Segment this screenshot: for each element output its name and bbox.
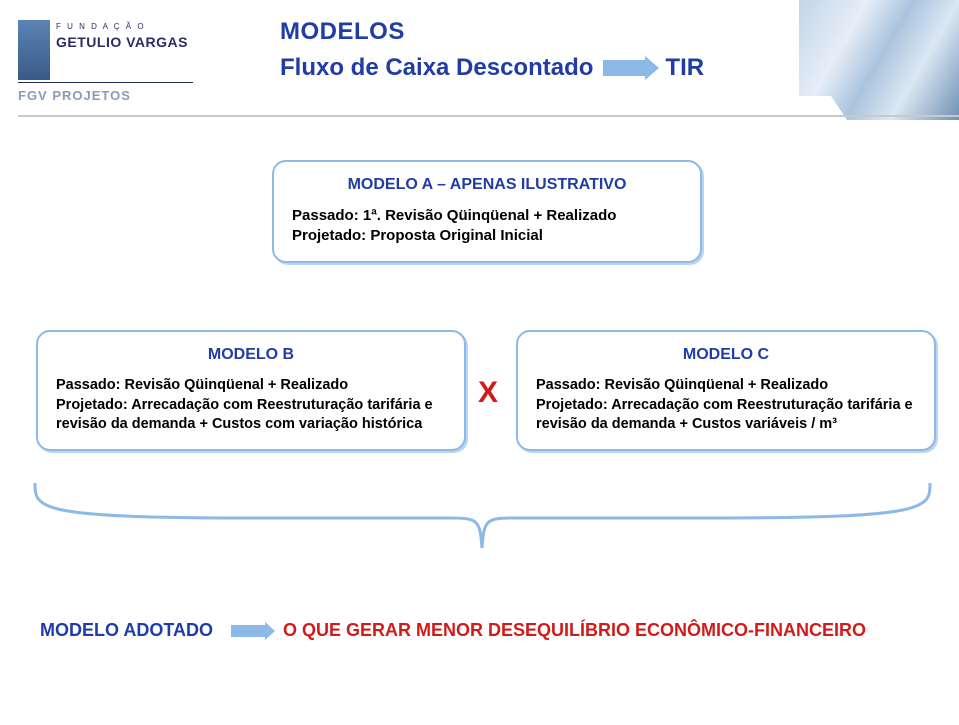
curly-brace-icon: [30, 478, 935, 558]
slide-title: MODELOS Fluxo de Caixa Descontado TIR: [280, 18, 704, 82]
title-line1: MODELOS: [280, 18, 704, 46]
card-b-title: MODELO B: [56, 346, 446, 364]
bottom-label: MODELO ADOTADO: [40, 620, 213, 641]
card-b-body: Passado: Revisão Qüinqüenal + RealizadoP…: [56, 376, 446, 435]
bottom-text: O QUE GERAR MENOR DESEQUILÍBRIO ECONÔMIC…: [283, 620, 866, 641]
logo-divider: [18, 82, 193, 83]
header-building-photo: [799, 0, 959, 120]
title-line2-left: Fluxo de Caixa Descontado: [280, 54, 593, 82]
card-model-c: MODELO C Passado: Revisão Qüinqüenal + R…: [516, 330, 936, 451]
fgv-logo: F U N D A Ç Ã O GETULIO VARGAS FGV PROJE…: [18, 20, 193, 115]
arrow-right-small-icon: [231, 625, 265, 637]
card-model-a: MODELO A – APENAS ILUSTRATIVO Passado: 1…: [272, 160, 702, 263]
logo-photo-strip: [18, 20, 50, 80]
logo-name: GETULIO VARGAS: [56, 34, 188, 50]
card-c-body: Passado: Revisão Qüinqüenal + RealizadoP…: [536, 376, 916, 435]
arrow-right-icon: [603, 60, 645, 76]
title-line2-right: TIR: [665, 54, 704, 82]
bottom-row: MODELO ADOTADO O QUE GERAR MENOR DESEQUI…: [40, 620, 866, 641]
card-a-title: MODELO A – APENAS ILUSTRATIVO: [292, 176, 682, 194]
logo-sub: FGV PROJETOS: [18, 88, 131, 103]
logo-top-label: F U N D A Ç Ã O: [56, 22, 146, 31]
card-model-b: MODELO B Passado: Revisão Qüinqüenal + R…: [36, 330, 466, 451]
header-rule: [18, 115, 959, 117]
card-c-title: MODELO C: [536, 346, 916, 364]
x-divider: X: [478, 376, 498, 410]
card-a-body: Passado: 1ª. Revisão Qüinqüenal + Realiz…: [292, 206, 682, 247]
